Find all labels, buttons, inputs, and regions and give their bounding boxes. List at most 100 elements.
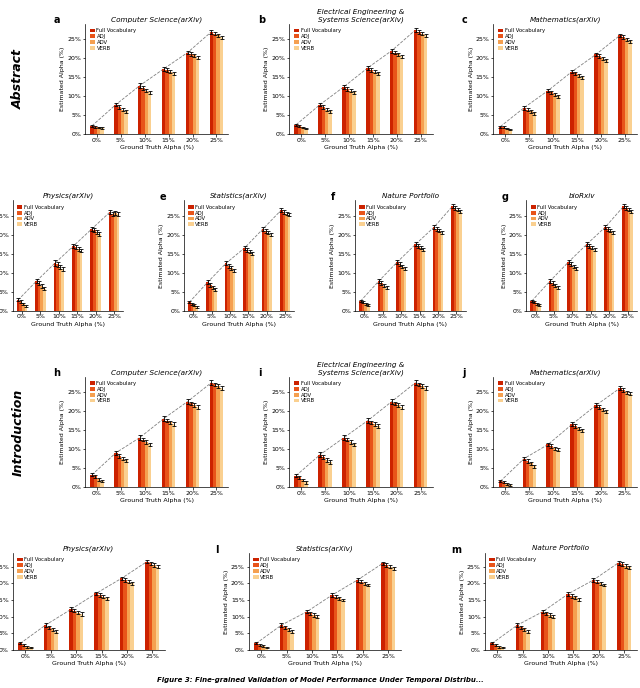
Bar: [189, 403, 193, 487]
Bar: [602, 585, 606, 650]
Bar: [552, 283, 554, 310]
Bar: [93, 127, 97, 134]
Title: Electrical Engineering &
Systems Science(arXiv): Electrical Engineering & Systems Science…: [317, 362, 404, 376]
Bar: [220, 388, 223, 487]
Bar: [580, 77, 584, 134]
Bar: [328, 462, 332, 487]
Bar: [618, 388, 621, 487]
Bar: [547, 91, 550, 134]
Bar: [385, 288, 388, 310]
Bar: [225, 263, 227, 310]
Bar: [533, 302, 536, 310]
Bar: [283, 212, 285, 310]
Bar: [280, 210, 283, 310]
Bar: [145, 442, 148, 487]
Bar: [618, 36, 621, 134]
Bar: [490, 643, 493, 650]
Title: Mathematics(arXiv): Mathematics(arXiv): [529, 17, 601, 23]
Bar: [363, 583, 367, 650]
Bar: [424, 36, 428, 134]
Bar: [414, 30, 417, 134]
Text: c: c: [462, 15, 468, 25]
Bar: [369, 422, 373, 487]
Bar: [625, 392, 628, 487]
Bar: [165, 69, 169, 134]
Bar: [630, 212, 633, 310]
Title: Physics(arXiv): Physics(arXiv): [42, 193, 93, 200]
Bar: [554, 286, 557, 310]
Text: a: a: [54, 15, 60, 25]
Bar: [230, 268, 232, 310]
Bar: [570, 72, 573, 134]
X-axis label: Ground Truth Alpha (%): Ground Truth Alpha (%): [528, 145, 602, 150]
Bar: [573, 427, 577, 487]
Title: Statistics(arXiv): Statistics(arXiv): [296, 546, 354, 552]
Bar: [220, 37, 223, 134]
Bar: [628, 394, 632, 487]
Bar: [156, 567, 159, 650]
Bar: [367, 305, 369, 310]
Bar: [254, 643, 258, 650]
Bar: [216, 387, 220, 487]
Bar: [417, 246, 420, 310]
Bar: [385, 565, 388, 650]
Bar: [294, 475, 298, 487]
Bar: [145, 91, 148, 134]
Legend: Full Vocabulary, ADJ, ADV, VERB: Full Vocabulary, ADJ, ADV, VERB: [17, 204, 65, 228]
Text: f: f: [331, 192, 335, 202]
Bar: [625, 208, 628, 310]
Title: Electrical Engineering &
Systems Science(arXiv): Electrical Engineering & Systems Science…: [317, 9, 404, 23]
Legend: Full Vocabulary, ADJ, ADV, VERB: Full Vocabulary, ADJ, ADV, VERB: [188, 204, 236, 228]
Bar: [75, 247, 77, 310]
Bar: [100, 482, 104, 487]
Bar: [216, 36, 220, 134]
Bar: [318, 455, 322, 487]
Bar: [294, 125, 298, 134]
Bar: [316, 616, 319, 650]
Bar: [196, 307, 198, 310]
Bar: [502, 127, 506, 134]
Bar: [390, 51, 394, 134]
Bar: [628, 568, 631, 650]
Bar: [80, 614, 83, 650]
Bar: [373, 424, 376, 487]
Bar: [376, 74, 380, 134]
Text: l: l: [215, 546, 219, 555]
Bar: [499, 127, 502, 134]
Bar: [97, 480, 100, 487]
Y-axis label: Estimated Alpha (%): Estimated Alpha (%): [468, 400, 474, 464]
Bar: [305, 612, 308, 650]
Bar: [210, 383, 213, 487]
Bar: [264, 231, 267, 310]
Bar: [617, 563, 621, 650]
Y-axis label: Estimated Alpha (%): Estimated Alpha (%): [60, 47, 65, 111]
Bar: [116, 214, 119, 310]
Bar: [538, 305, 541, 310]
Bar: [628, 41, 632, 134]
Y-axis label: Estimated Alpha (%): Estimated Alpha (%): [264, 400, 269, 464]
Bar: [95, 232, 98, 310]
Bar: [288, 215, 291, 310]
Bar: [570, 264, 572, 310]
Bar: [109, 212, 111, 310]
Bar: [169, 422, 172, 487]
Bar: [267, 233, 269, 310]
Bar: [459, 212, 461, 310]
Bar: [148, 92, 152, 134]
Bar: [246, 250, 248, 310]
Legend: Full Vocabulary, ADJ, ADV, VERB: Full Vocabulary, ADJ, ADV, VERB: [489, 557, 537, 580]
Legend: Full Vocabulary, ADJ, ADV, VERB: Full Vocabulary, ADJ, ADV, VERB: [89, 28, 137, 51]
Title: bioRxiv: bioRxiv: [568, 193, 595, 199]
Bar: [607, 229, 609, 310]
X-axis label: Ground Truth Alpha (%): Ground Truth Alpha (%): [524, 661, 598, 666]
Bar: [59, 267, 61, 310]
Bar: [341, 600, 344, 650]
Y-axis label: Estimated Alpha (%): Estimated Alpha (%): [468, 47, 474, 111]
Bar: [330, 595, 334, 650]
Bar: [120, 579, 124, 650]
Bar: [145, 561, 148, 650]
Bar: [575, 269, 577, 310]
Text: i: i: [258, 368, 261, 378]
Bar: [261, 646, 265, 650]
Bar: [193, 305, 196, 310]
